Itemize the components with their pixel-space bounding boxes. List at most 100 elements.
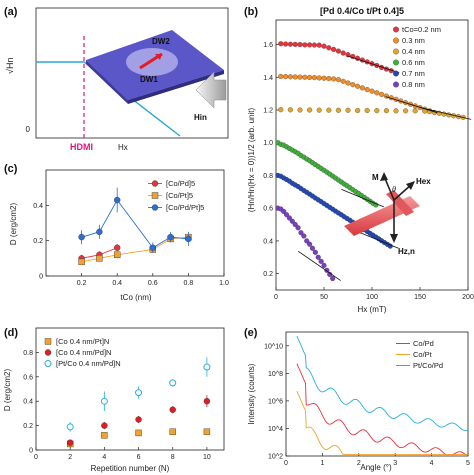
panel-b-point [312,249,318,255]
panel-d-legend-marker [44,349,52,356]
panel-c-ytick-label: 0 [39,274,43,281]
panel-b-xtick-label: 0 [274,294,278,301]
panel-b-xtick-label: 200 [462,294,474,301]
panel-b-fit-line [298,250,341,281]
panel-d-point [203,363,211,371]
panel-b-point [292,221,298,228]
panel-b-legend-label: 0.8 nm [402,80,425,89]
panel-b-point [369,88,375,94]
panel-d-point [101,432,108,439]
panel-b-point [374,90,380,96]
panel-b-point [311,75,317,81]
panel-d-label: (d) [4,327,18,339]
panel-e-ytick-label: 10^8 [268,371,283,378]
panel-b-point [374,108,380,114]
panel-b-fit-line [355,230,399,249]
panel-c-label: (c) [4,163,18,175]
panel-c-ytick-label: 0.2 [33,238,43,245]
panel-b-point [297,74,303,80]
panel-b-legend-label: 0.6 nm [402,58,425,67]
panel-b-legend-marker [393,59,399,66]
panel-d-point [169,379,177,387]
panel-d-legend-marker [44,338,52,345]
panel-b-legend: tCo=0.2 nm 0.3 nm 0.4 nm 0.6 nm 0.7 nm 0.8 nm [393,25,441,89]
panel-d-legend-label: [Pt/Co 0.4 nm/Pd]N [56,359,121,368]
panel-b-point [340,78,346,84]
film-edge-left [86,60,128,104]
panel-b-point [316,42,322,48]
panel-b-xtick-label: 50 [320,294,328,301]
panel-e-series-line [296,391,468,456]
panel-b-label: (b) [244,6,258,18]
panel-e-ytick-label: 10^2 [268,454,283,461]
panel-c-legend-marker [151,192,159,199]
inset-theta: θ [392,185,396,194]
panel-b-point [355,107,361,114]
panel-b-point [284,212,290,218]
panel-b-point [321,262,327,269]
panel-b-fit-line [341,189,384,208]
panel-d-xlabel: Repetition number (N) [91,464,170,473]
panel-b-fit-line [347,55,400,74]
panel-e-frame [285,331,469,457]
panel-e-series-line [296,363,468,456]
panel-b-ytick-label: 1.4 [263,75,273,82]
panel-c-point [96,255,103,262]
panel-d-ytick-label: 0.4 [23,399,33,406]
panel-d-xtick-label: 10 [203,454,211,461]
panel-e-ylabel: Intensity (counts) [247,363,256,424]
panel-d-legend-marker [44,360,52,367]
hin-label: Hin [194,113,207,122]
panel-b-legend-label: tCo=0.2 nm [402,25,441,34]
panel-e-legend: Co/Pd Co/Pt Pt/Co/Pd [396,339,443,370]
panel-c-point [113,196,121,204]
panel-c-xtick-label: 0.6 [148,280,158,287]
panel-a-frame [35,7,229,139]
panel-b-fits [298,55,472,281]
dw-arrow-head [155,54,162,60]
panel-b-point [383,108,389,114]
panel-d-xtick-label: 2 [68,454,72,461]
panel-b-point [321,75,327,81]
panel-a-zero: 0 [26,125,31,134]
panel-b-point [335,107,341,113]
panel-b-legend-label: 0.7 nm [402,69,425,78]
hin-arrow [195,71,227,109]
panel-b-point [292,74,298,80]
panel-b-point [311,42,317,48]
panel-c-point [113,251,121,259]
panel-d-point [135,429,142,437]
panel-d-ytick-label: 0.6 [23,374,33,381]
panel-e-xtick-label: 3 [393,460,397,467]
inset-hex-head [406,181,415,190]
panel-d-ytick-label: 0.2 [23,423,33,430]
panel-d-xtick-label: 8 [171,454,175,461]
panel-b-point [286,215,292,221]
panel-b-legend-marker [393,26,399,33]
panel-b-point [379,91,385,98]
panel-b-point [345,80,351,86]
panel-d-ytick-label: 0 [29,448,33,455]
panel-d-xtick-label: 4 [102,454,106,461]
panel-b-point [298,230,304,236]
panel-a-xlabel: Hx [118,143,128,152]
panel-b-ytick-label: 1.6 [263,42,273,49]
panel-e-xtick-label: 0 [284,460,288,467]
panel-b-xtick-label: 150 [414,294,426,301]
panel-c-point [96,228,103,236]
panel-b-point [287,41,293,47]
panel-b-point [412,108,418,114]
panel-d-point [100,397,108,405]
panel-b-points [275,41,466,282]
panel-e-ytick-label: 10^6 [268,398,283,405]
panel-c-legend-label: [Co/Pt]5 [166,191,193,200]
panel-b-point [318,258,324,264]
inset-hex-label: Hex [416,177,431,186]
panel-b-point [321,43,327,49]
panel-d-plot [66,357,211,448]
panel-b-ylabel: (Hn/Hn(Hx = 0))1/2 (arb. unit) [247,108,256,213]
panel-b-point [283,74,289,80]
panel-b-xtick-label: 100 [366,294,378,301]
panel-d-ylabel: D (erg/cm2) [3,369,12,412]
